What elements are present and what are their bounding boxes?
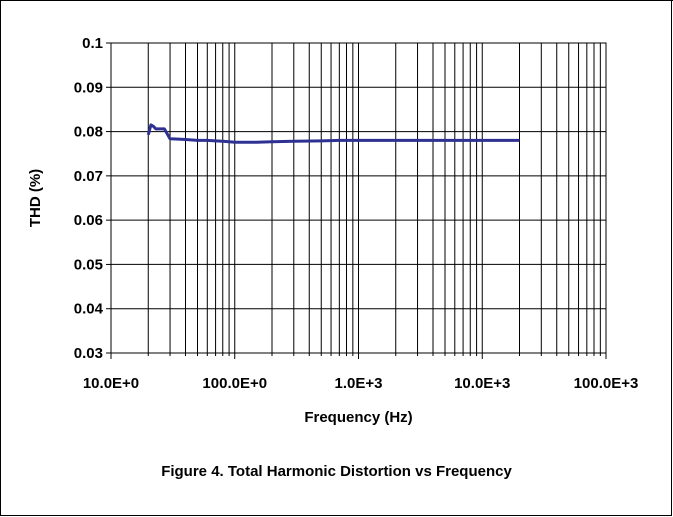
x-tick-label: 100.0E+0 <box>202 375 267 392</box>
x-tick-label: 100.0E+3 <box>574 375 639 392</box>
y-tick-label: 0.05 <box>74 256 103 273</box>
x-tick-label: 1.0E+3 <box>335 375 383 392</box>
y-axis-title: THD (%) <box>27 169 44 227</box>
y-tick-label: 0.09 <box>74 79 103 96</box>
axis-ticks <box>106 42 607 359</box>
x-tick-label: 10.0E+0 <box>83 375 139 392</box>
thd-chart: 0.030.040.050.060.070.080.090.1 10.0E+0 1… <box>27 35 638 426</box>
y-tick-label: 0.04 <box>74 301 104 318</box>
y-tick-label: 0.08 <box>74 124 103 141</box>
x-tick-labels: 10.0E+0 100.0E+0 1.0E+3 10.0E+3 100.0E+3 <box>83 375 638 392</box>
y-tick-label: 0.1 <box>82 35 103 52</box>
y-tick-label: 0.03 <box>74 345 103 362</box>
y-tick-label: 0.07 <box>74 168 103 185</box>
y-tick-labels: 0.03 0.04 0.05 0.06 0.07 0.08 0.09 0.1 <box>74 35 104 362</box>
series-layer <box>146 123 520 144</box>
y-tick-label: 0.06 <box>74 212 103 229</box>
thd-series-line <box>146 123 520 144</box>
x-axis-title: Frequency (Hz) <box>304 409 412 426</box>
grid-lines <box>110 42 607 354</box>
x-tick-label: 10.0E+3 <box>454 375 510 392</box>
figure-caption: Figure 4. Total Harmonic Distortion vs F… <box>161 463 512 480</box>
top-rule <box>0 0 673 1</box>
